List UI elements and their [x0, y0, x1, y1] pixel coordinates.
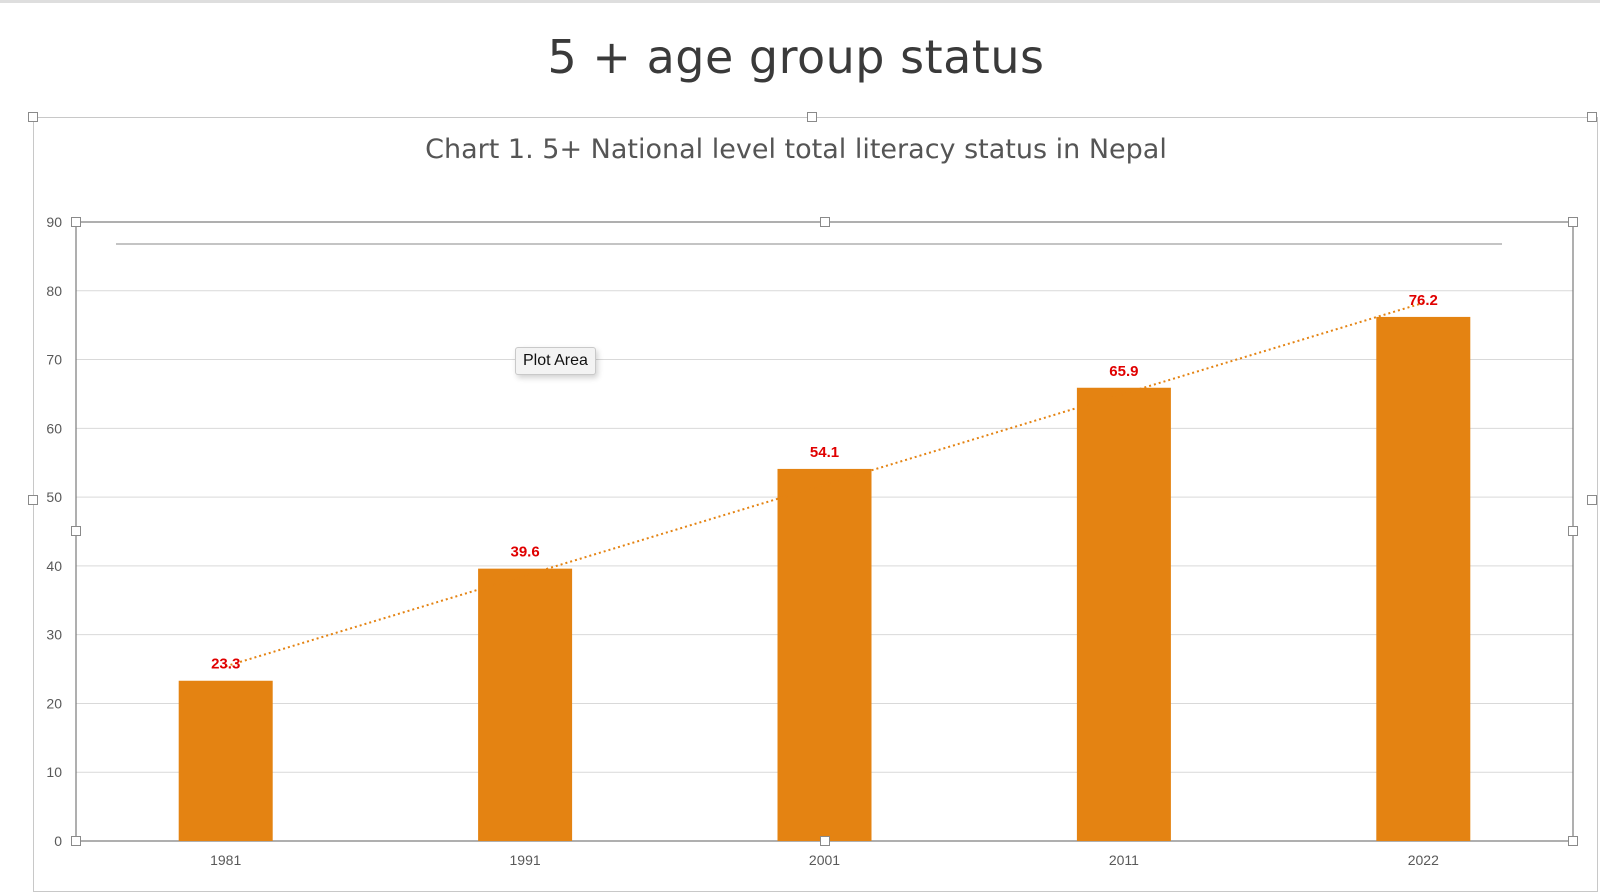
top-rule [0, 0, 1600, 3]
x-tick-label: 2022 [1408, 852, 1439, 868]
resize-handle[interactable] [71, 217, 81, 227]
y-tick-label: 50 [46, 489, 62, 505]
y-tick-label: 30 [46, 627, 62, 643]
chart-title[interactable]: Chart 1. 5+ National level total literac… [425, 134, 1167, 165]
data-label[interactable]: 23.3 [211, 656, 240, 673]
y-tick-label: 80 [46, 283, 62, 299]
resize-handle[interactable] [28, 495, 38, 505]
bar-1991[interactable] [478, 568, 573, 841]
resize-handle[interactable] [1568, 217, 1578, 227]
resize-handle[interactable] [71, 526, 81, 536]
x-axis-tick-labels: 1981 1991 2001 2011 2022 [210, 852, 1439, 868]
bar-2011[interactable] [1076, 387, 1171, 841]
resize-handle[interactable] [28, 112, 38, 122]
bars[interactable] [178, 316, 1471, 841]
y-tick-label: 10 [46, 764, 62, 780]
y-tick-label: 70 [46, 352, 62, 368]
trendline[interactable] [225, 301, 1424, 668]
bar-2022[interactable] [1376, 316, 1471, 841]
y-axis-tick-labels: 0 10 20 30 40 50 60 70 80 90 [46, 214, 62, 849]
y-tick-label: 90 [46, 214, 62, 230]
bar-2001[interactable] [777, 468, 872, 841]
y-tick-label: 0 [54, 833, 62, 849]
x-tick-label: 2001 [809, 852, 840, 868]
resize-handle[interactable] [1568, 836, 1578, 846]
data-label[interactable]: 54.1 [810, 444, 839, 461]
x-tick-label: 1991 [510, 852, 541, 868]
slide-title: 5 + age group status [547, 30, 1045, 84]
data-label[interactable]: 39.6 [510, 544, 539, 561]
linear-trendline[interactable] [225, 301, 1424, 668]
y-tick-label: 60 [46, 420, 62, 436]
resize-handle[interactable] [1568, 526, 1578, 536]
data-labels[interactable]: 23.3 39.6 54.1 65.9 76.2 [211, 292, 1438, 673]
data-label[interactable]: 76.2 [1409, 292, 1438, 309]
bar-1981[interactable] [178, 680, 273, 841]
resize-handle[interactable] [1587, 495, 1597, 505]
data-label[interactable]: 65.9 [1109, 363, 1138, 380]
resize-handle[interactable] [819, 217, 830, 227]
y-tick-label: 40 [46, 558, 62, 574]
y-tick-label: 20 [46, 695, 62, 711]
plot-area-tooltip: Plot Area [515, 347, 596, 375]
resize-handle[interactable] [807, 112, 817, 122]
x-tick-label: 1981 [210, 852, 241, 868]
resize-handle[interactable] [71, 836, 81, 846]
x-tick-label: 2011 [1109, 852, 1139, 868]
resize-handle[interactable] [1587, 112, 1597, 122]
resize-handle[interactable] [819, 836, 830, 846]
